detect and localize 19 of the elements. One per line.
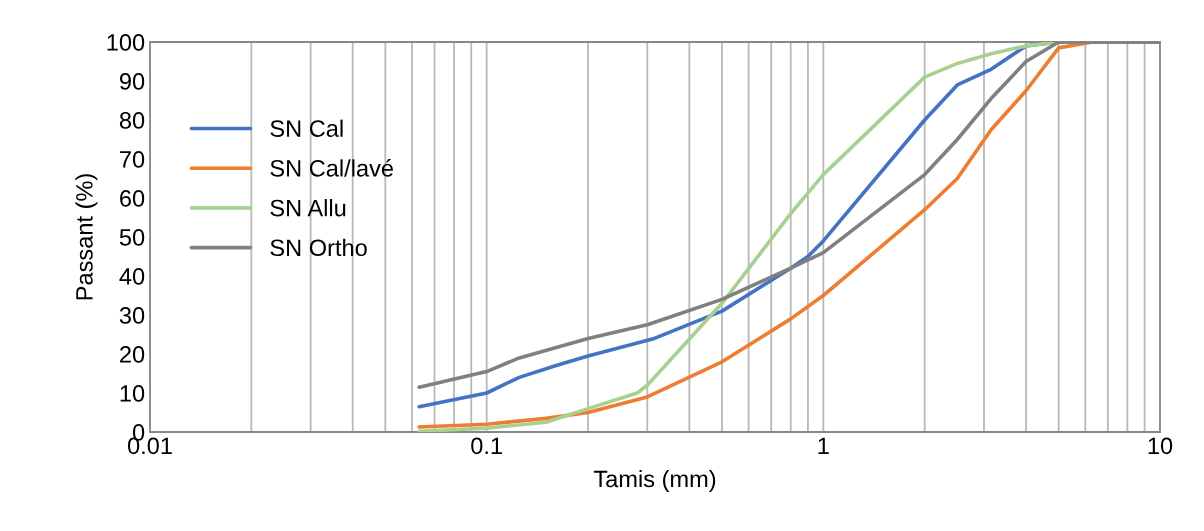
y-tick-label: 60 <box>120 190 145 207</box>
y-tick-label: 90 <box>119 73 145 90</box>
x-tick-label: 10 <box>1148 437 1173 455</box>
y-tick-label: 100 <box>107 34 145 51</box>
legend-label: SN Cal/lavé <box>270 159 393 177</box>
legend-label: SN Ortho <box>270 238 367 257</box>
x-tick-label: 1 <box>818 437 829 454</box>
x-tick-label: 0.1 <box>471 437 502 455</box>
legend-label: SN Cal <box>270 119 343 137</box>
x-axis-title: Tamis (mm) <box>593 469 716 492</box>
y-tick-label: 40 <box>119 268 145 285</box>
y-axis-title: Passant (%) <box>75 174 98 300</box>
y-tick-label: 10 <box>120 385 145 402</box>
y-tick-label: 70 <box>120 151 145 168</box>
y-tick-label: 50 <box>119 229 145 246</box>
y-tick-label: 30 <box>119 307 145 324</box>
y-tick-label: 80 <box>119 112 145 129</box>
y-tick-label: 20 <box>120 346 145 363</box>
legend-label: SN Allu <box>270 199 346 217</box>
